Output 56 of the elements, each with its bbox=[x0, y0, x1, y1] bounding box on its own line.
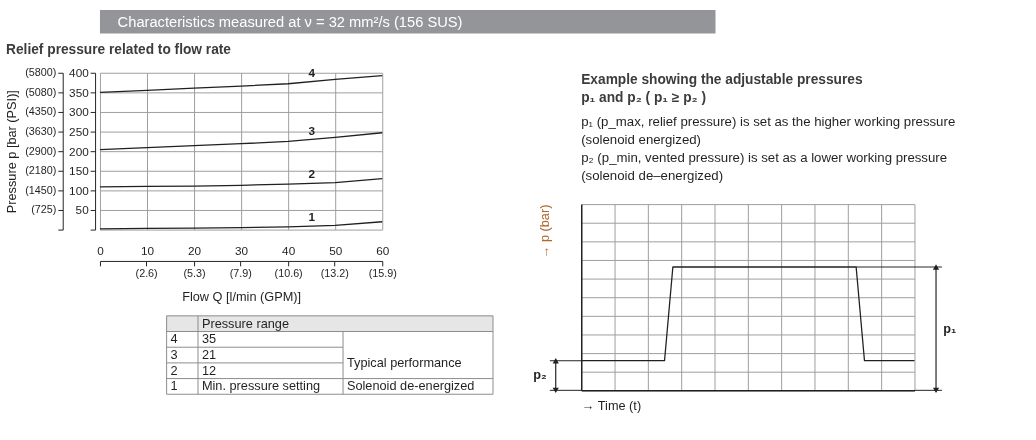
series-label: 4 bbox=[308, 65, 316, 79]
x2-tick-label: (13.2) bbox=[320, 267, 349, 280]
y2-tick-label: (3630) bbox=[25, 124, 57, 137]
series-label: 2 bbox=[308, 167, 316, 181]
chart-subtitle: Relief pressure related to flow rate bbox=[6, 42, 232, 58]
text: Min. pressure setting bbox=[201, 378, 321, 394]
x2-tick-label: (5.3) bbox=[183, 267, 206, 280]
x-axis-title: → Time (t) bbox=[581, 398, 642, 414]
y-tick-label: 350 bbox=[69, 85, 90, 99]
text: p₂ (p_min, vented pressure) is set as a lower working pressure (solenoid de–energized) bbox=[581, 149, 948, 184]
x-axis-title: Flow Q [l/min (GPM)] bbox=[182, 288, 302, 304]
y-tick-label: 400 bbox=[69, 66, 90, 80]
y2-tick-label: (1450) bbox=[25, 183, 57, 196]
x-tick-label: 50 bbox=[329, 243, 343, 257]
y-tick-label: 50 bbox=[75, 203, 90, 217]
text: 12 bbox=[201, 362, 217, 378]
text: 1 bbox=[170, 378, 178, 394]
y2-tick-label: (5800) bbox=[25, 66, 57, 79]
x2-tick-label: (2.6) bbox=[135, 267, 158, 280]
x-tick-label: 20 bbox=[188, 243, 202, 257]
chart-title: Characteristics measured at ν = 32 mm²/s (156 SUS) bbox=[117, 13, 463, 30]
y2-tick-label: (725) bbox=[31, 203, 57, 216]
y-tick-label: 250 bbox=[69, 124, 90, 138]
x-tick-label: 40 bbox=[282, 243, 296, 257]
x-tick-label: 0 bbox=[97, 243, 105, 257]
y2-tick-label: (2180) bbox=[25, 164, 57, 177]
text: 3 bbox=[170, 346, 178, 362]
text: 4 bbox=[170, 331, 178, 347]
text: p₁ bbox=[943, 320, 957, 336]
y-axis-title: → p (bar) bbox=[537, 204, 553, 259]
x2-tick-label: (7.9) bbox=[229, 267, 252, 280]
chart-subtitle: p₁ and p₂ ( p₁ ≥ p₂ ) bbox=[581, 89, 707, 105]
y-tick-label: 300 bbox=[69, 105, 90, 119]
x-tick-label: 60 bbox=[376, 243, 390, 257]
text: Typical performance bbox=[346, 354, 462, 370]
chart-title: Example showing the adjustable pressures bbox=[581, 71, 863, 87]
text: 2 bbox=[170, 362, 178, 378]
series-label: 1 bbox=[308, 210, 316, 224]
x-tick-label: 10 bbox=[140, 243, 155, 257]
x2-tick-label: (10.6) bbox=[274, 267, 303, 280]
y2-axis-title: Pressure p [bar (PSI)] bbox=[4, 90, 20, 214]
y-tick-label: 100 bbox=[69, 183, 90, 197]
x2-tick-label: (15.9) bbox=[368, 267, 397, 280]
series-label: 3 bbox=[308, 123, 316, 137]
y2-tick-label: (2900) bbox=[25, 144, 57, 157]
text: p₂ bbox=[533, 367, 547, 383]
y-tick-label: 200 bbox=[69, 144, 90, 158]
text: Solenoid de-energized bbox=[346, 378, 475, 394]
y-tick-label: 150 bbox=[69, 164, 90, 178]
y2-tick-label: (4350) bbox=[25, 105, 57, 118]
y2-tick-label: (5080) bbox=[25, 85, 57, 98]
text: 21 bbox=[201, 346, 217, 362]
text: Pressure range bbox=[201, 315, 289, 331]
x-tick-label: 30 bbox=[235, 243, 249, 257]
text: 35 bbox=[201, 331, 217, 347]
text: p₁ (p_max, relief pressure) is set as the higher working pressure (solenoid energized) bbox=[581, 113, 956, 147]
